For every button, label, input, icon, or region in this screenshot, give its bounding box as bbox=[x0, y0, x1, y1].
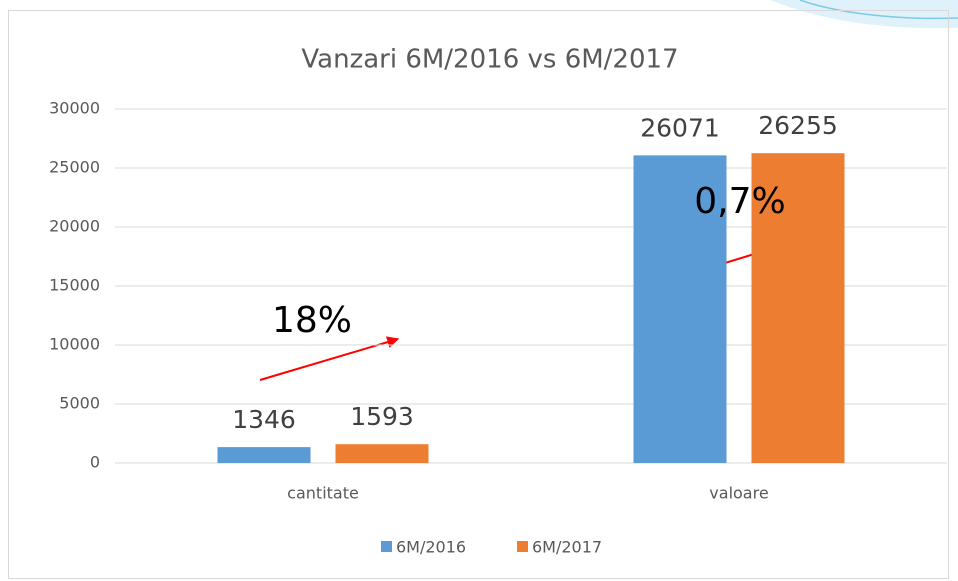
legend-label: 6M/2017 bbox=[532, 538, 602, 557]
bar bbox=[217, 447, 311, 463]
y-tick-label: 5000 bbox=[59, 394, 100, 413]
y-tick-label: 10000 bbox=[49, 335, 100, 354]
chart-title: Vanzari 6M/2016 vs 6M/2017 bbox=[301, 45, 678, 75]
y-tick-label: 20000 bbox=[49, 217, 100, 236]
x-tick-label: cantitate bbox=[287, 484, 359, 503]
y-tick-label: 25000 bbox=[49, 158, 100, 177]
chart-border bbox=[8, 10, 949, 579]
y-tick-label: 30000 bbox=[49, 99, 100, 118]
y-tick-label: 0 bbox=[90, 453, 100, 472]
data-label: 1593 bbox=[350, 402, 414, 431]
annotation: 0,7% bbox=[694, 181, 785, 222]
data-label: 1346 bbox=[232, 405, 296, 434]
bar bbox=[751, 153, 845, 464]
x-tick-label: valoare bbox=[709, 484, 768, 503]
legend-swatch bbox=[381, 541, 392, 552]
legend-label: 6M/2016 bbox=[396, 538, 466, 557]
legend-swatch bbox=[517, 541, 528, 552]
annotation: 18% bbox=[272, 300, 352, 341]
arrow bbox=[259, 336, 400, 381]
y-tick-label: 15000 bbox=[49, 276, 100, 295]
bar bbox=[633, 155, 727, 464]
data-label: 26071 bbox=[640, 113, 720, 142]
decoration-line bbox=[799, 0, 958, 20]
bar bbox=[335, 444, 429, 463]
data-label: 26255 bbox=[758, 111, 838, 140]
